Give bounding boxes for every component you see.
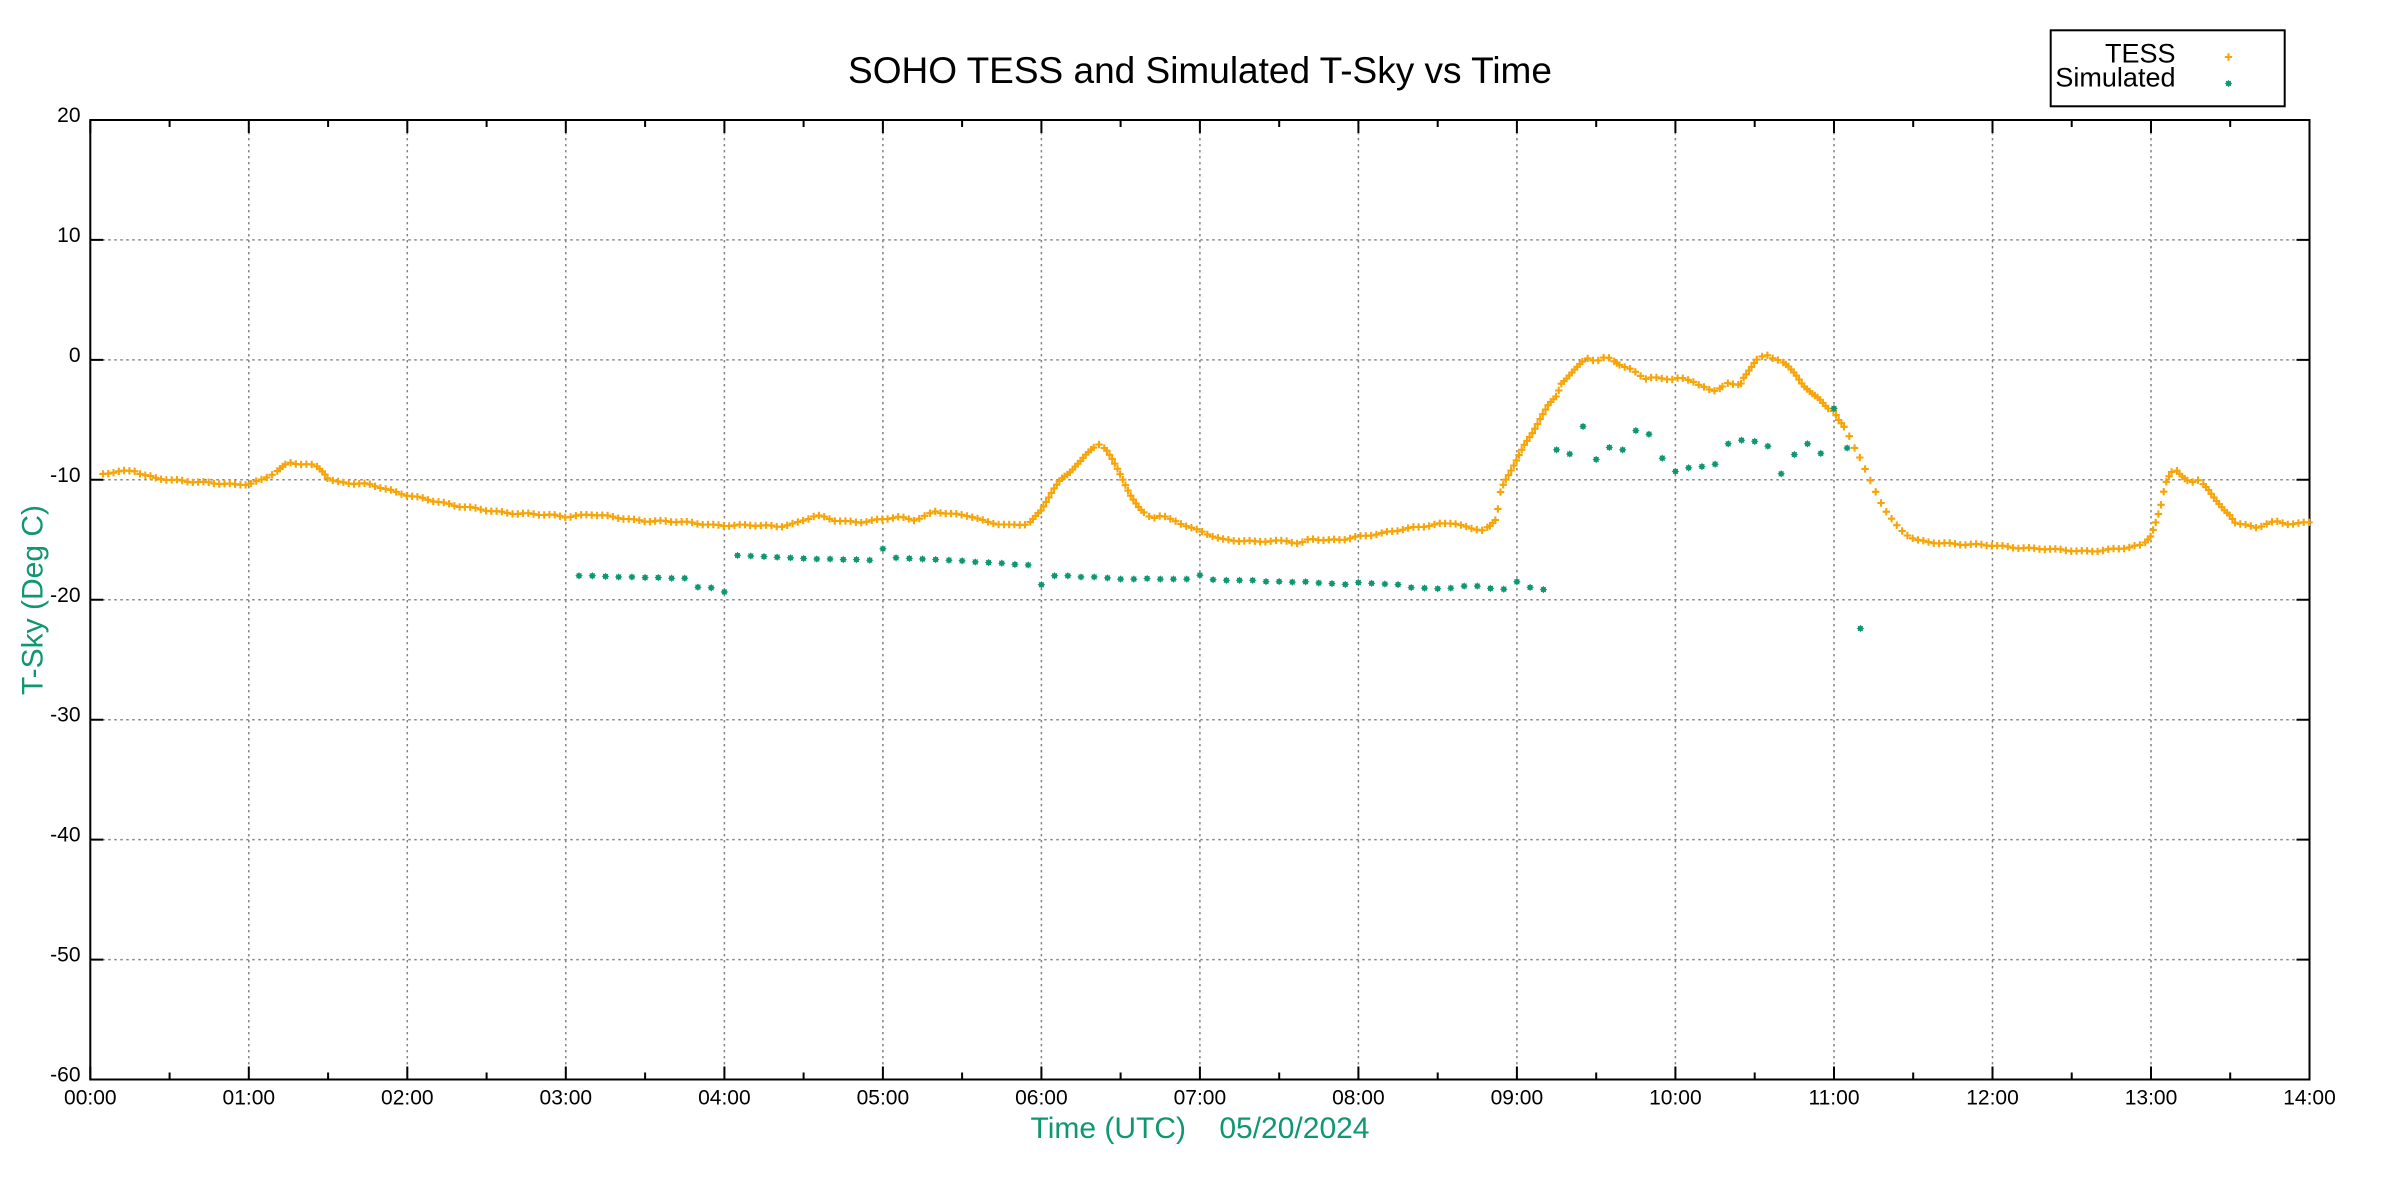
svg-text:-10: -10 (50, 464, 80, 487)
svg-text:-50: -50 (50, 944, 80, 967)
svg-text:07:00: 07:00 (1174, 1087, 1227, 1110)
svg-text:0: 0 (69, 344, 81, 367)
svg-text:Time (UTC) 05/20/2024: Time (UTC) 05/20/2024 (1030, 1112, 1369, 1145)
svg-text:00:00: 00:00 (64, 1087, 117, 1110)
svg-text:13:00: 13:00 (2125, 1087, 2178, 1110)
svg-text:02:00: 02:00 (381, 1087, 434, 1110)
svg-text:05:00: 05:00 (857, 1087, 910, 1110)
svg-text:08:00: 08:00 (1332, 1087, 1385, 1110)
svg-text:10: 10 (57, 224, 80, 247)
svg-text:20: 20 (57, 104, 80, 127)
svg-text:Simulated: Simulated (2055, 63, 2175, 93)
svg-text:11:00: 11:00 (1809, 1087, 1860, 1110)
svg-text:-30: -30 (50, 704, 80, 727)
svg-text:T-Sky (Deg C): T-Sky (Deg C) (17, 505, 50, 695)
svg-text:01:00: 01:00 (223, 1087, 276, 1110)
svg-text:04:00: 04:00 (698, 1087, 751, 1110)
svg-text:-20: -20 (50, 584, 80, 607)
svg-text:-60: -60 (50, 1064, 80, 1087)
svg-text:10:00: 10:00 (1649, 1087, 1702, 1110)
svg-text:09:00: 09:00 (1491, 1087, 1544, 1110)
svg-text:06:00: 06:00 (1015, 1087, 1068, 1110)
svg-text:SOHO TESS and Simulated T-Sky: SOHO TESS and Simulated T-Sky vs Time (848, 50, 1552, 91)
svg-text:-40: -40 (50, 824, 80, 847)
svg-text:TESS: TESS (2105, 39, 2176, 69)
svg-text:03:00: 03:00 (540, 1087, 593, 1110)
svg-text:12:00: 12:00 (1966, 1087, 2019, 1110)
svg-text:14:00: 14:00 (2283, 1087, 2336, 1110)
